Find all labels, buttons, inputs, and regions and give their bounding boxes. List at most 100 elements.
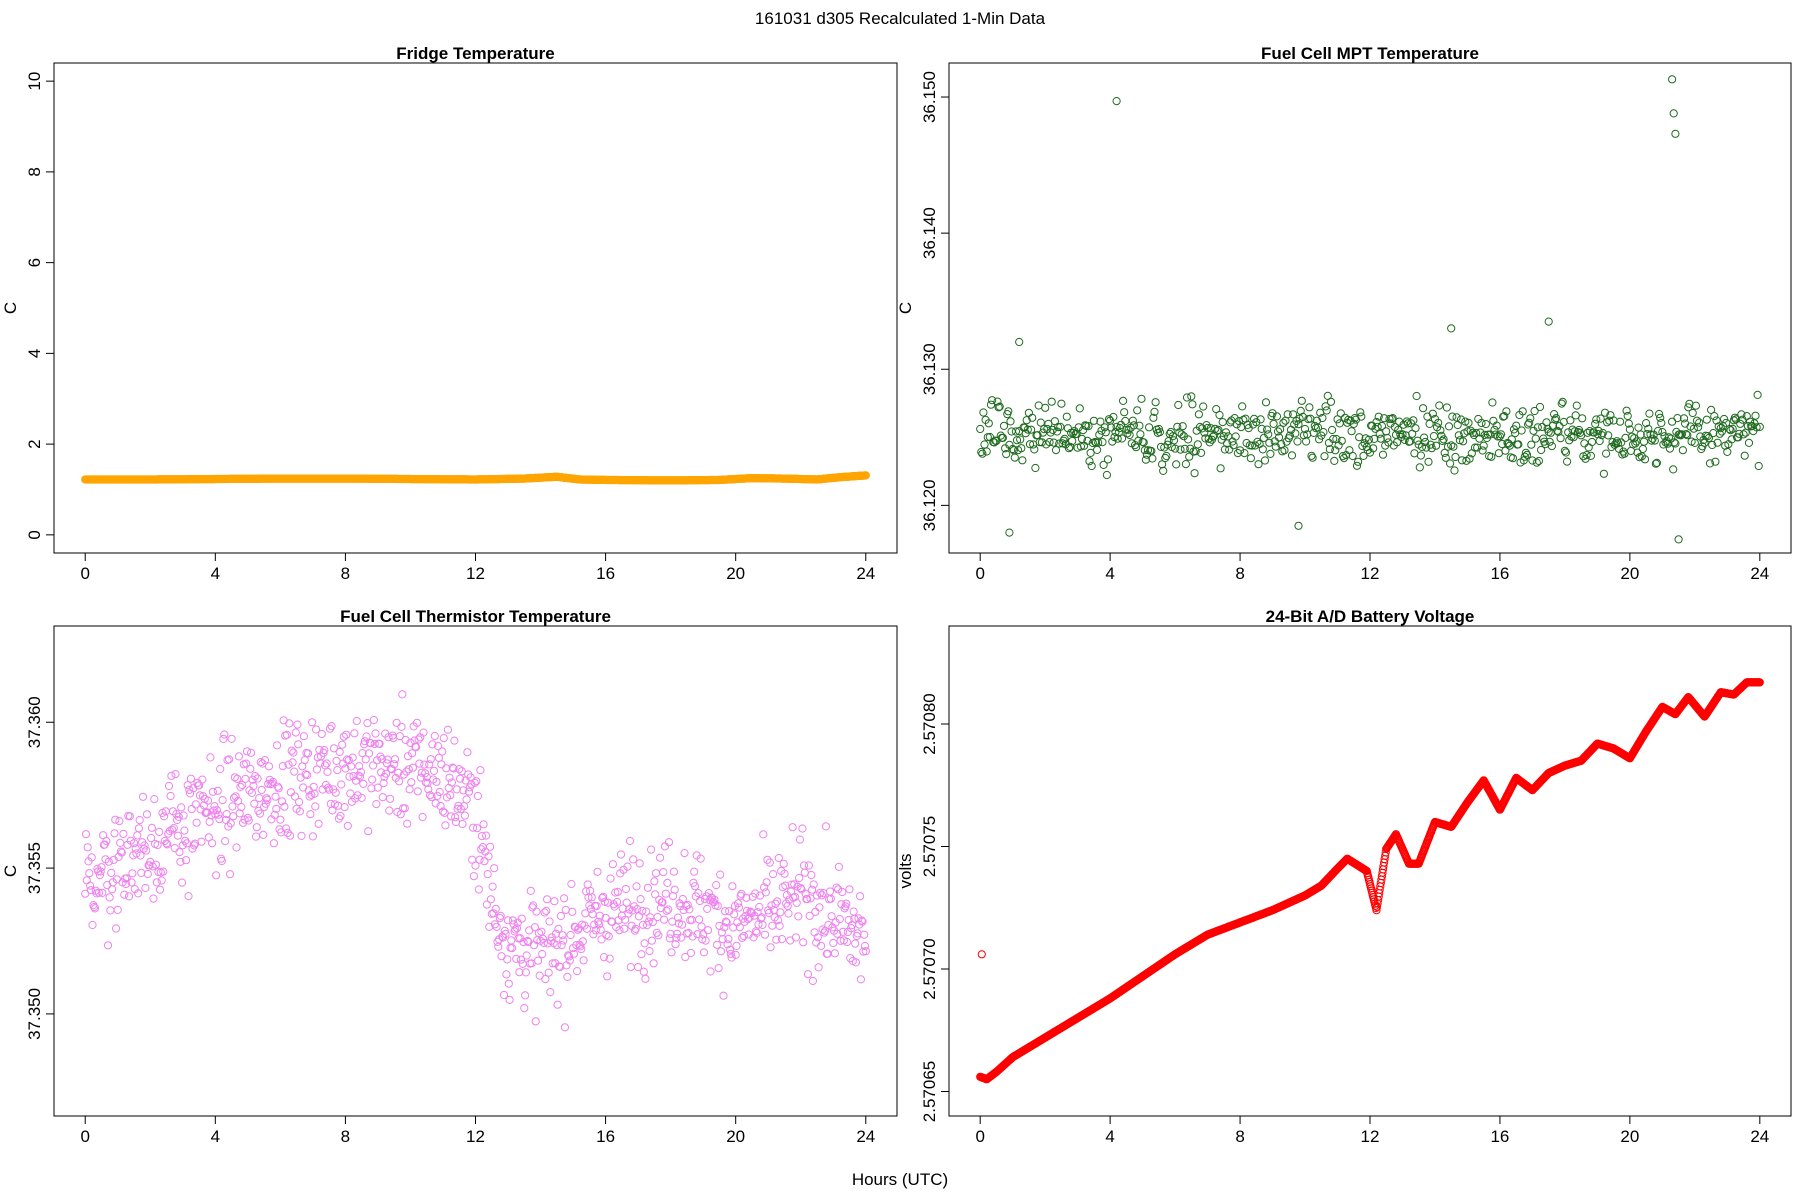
- data-point: [1411, 424, 1420, 433]
- data-point: [1486, 430, 1495, 439]
- data-point: [1300, 424, 1310, 434]
- data-point: [1253, 437, 1262, 446]
- data-point: [1098, 438, 1107, 447]
- data-point: [1289, 410, 1298, 419]
- data-point: [990, 438, 999, 447]
- data-point: [1161, 453, 1170, 463]
- data-point: [1236, 446, 1245, 455]
- data-point: [1173, 422, 1182, 431]
- data-point: [1425, 419, 1434, 428]
- data-point: [1442, 403, 1452, 412]
- data-point: [1216, 464, 1225, 473]
- x-tick-label: 12: [1361, 1127, 1380, 1146]
- data-point: [1163, 440, 1172, 449]
- data-point: [1441, 453, 1450, 462]
- data-point: [993, 397, 1002, 406]
- data-point: [1459, 437, 1468, 446]
- x-tick-label: 4: [1105, 564, 1114, 583]
- x-tick-label: 16: [596, 564, 615, 583]
- x-tick-label: 12: [466, 564, 485, 583]
- data-point: [1145, 423, 1154, 432]
- data-point: [1085, 457, 1094, 466]
- data-point: [1151, 398, 1160, 407]
- data-point: [1495, 432, 1505, 441]
- data-point: [1069, 428, 1078, 437]
- data-point: [978, 449, 987, 458]
- data-point: [1046, 428, 1055, 437]
- data-point: [1409, 416, 1418, 425]
- y-tick-label: 2.57070: [920, 938, 939, 999]
- data-point: [1229, 441, 1238, 450]
- data-point: [1057, 399, 1066, 408]
- data-point: [1056, 422, 1065, 431]
- data-point: [1464, 418, 1473, 427]
- data-point: [1477, 418, 1486, 428]
- data-point: [1076, 442, 1086, 451]
- data-point: [1027, 425, 1036, 434]
- data-point: [1329, 434, 1338, 444]
- data-point: [1041, 403, 1050, 412]
- data-point: [1307, 451, 1316, 460]
- data-point: [1025, 440, 1035, 449]
- data-point: [1512, 421, 1521, 430]
- data-point: [1491, 430, 1500, 439]
- x-tick-label: 12: [1361, 564, 1380, 583]
- data-point: [1273, 427, 1283, 436]
- x-tick-label: 24: [856, 564, 875, 583]
- data-point: [1238, 402, 1247, 411]
- data-point: [1398, 430, 1407, 439]
- data-point: [1083, 436, 1092, 445]
- data-point: [1081, 421, 1090, 430]
- data-point: [1004, 407, 1013, 416]
- x-axis-label: Hours (UTC): [852, 1170, 948, 1189]
- data-point: [1008, 444, 1017, 454]
- x-tick-label: 20: [726, 1127, 745, 1146]
- data-point: [1100, 423, 1109, 432]
- data-point: [1446, 459, 1455, 468]
- data-point: [1012, 436, 1022, 445]
- data-point: [1508, 454, 1518, 463]
- data-point: [1326, 397, 1336, 406]
- data-point: [1017, 444, 1026, 453]
- data-point: [1456, 415, 1466, 424]
- data-point: [1137, 394, 1146, 403]
- x-tick-label: 24: [1750, 564, 1769, 583]
- y-tick-label: 10: [25, 72, 44, 91]
- data-point: [1257, 424, 1266, 433]
- x-tick-label: 20: [726, 564, 745, 583]
- data-point: [1378, 450, 1388, 459]
- data-point: [1149, 413, 1158, 422]
- data-point: [1448, 412, 1457, 421]
- data-point: [1176, 445, 1185, 454]
- data-point: [1444, 422, 1454, 431]
- y-tick-label: 2.57075: [920, 816, 939, 877]
- data-point: [1502, 407, 1511, 416]
- data-point: [1420, 433, 1429, 442]
- data-point: [1500, 412, 1509, 421]
- data-point: [1030, 445, 1039, 454]
- data-point: [1388, 414, 1397, 423]
- data-point: [1103, 455, 1113, 464]
- data-point: [1518, 407, 1527, 416]
- panel-title: 24-Bit A/D Battery Voltage: [1266, 607, 1475, 626]
- data-points: [976, 75, 1764, 544]
- data-point: [1240, 449, 1249, 458]
- data-point: [1269, 419, 1278, 428]
- data-point: [1193, 440, 1202, 449]
- data-point: [1298, 412, 1308, 421]
- data-point: [1490, 425, 1499, 434]
- data-point: [1247, 441, 1257, 450]
- data-point: [1120, 408, 1129, 417]
- data-point: [1062, 412, 1071, 421]
- data-point: [995, 402, 1004, 411]
- data-point: [1325, 445, 1335, 454]
- data-point: [998, 433, 1008, 442]
- data-point: [1364, 435, 1374, 444]
- data-point: [1128, 416, 1138, 425]
- data-point: [1133, 406, 1142, 415]
- data-point: [1452, 413, 1461, 422]
- data-point: [1104, 415, 1114, 424]
- y-axis-label: C: [1, 302, 20, 314]
- data-point: [1023, 425, 1032, 434]
- y-axis-label: C: [1, 865, 20, 877]
